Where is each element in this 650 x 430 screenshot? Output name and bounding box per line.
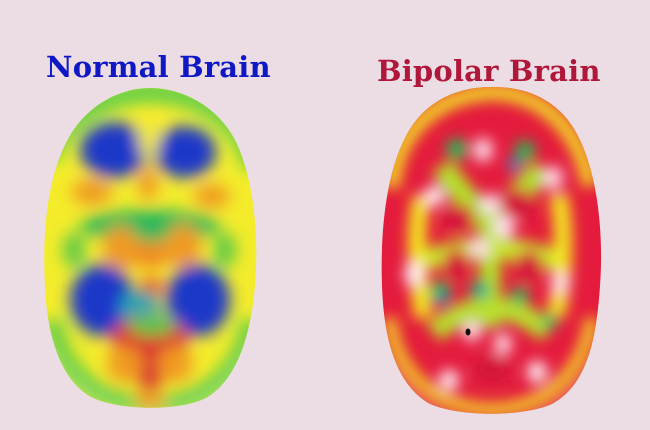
normal-brain-title: Normal Brain <box>46 50 271 84</box>
bipolar-brain-pet-scan <box>381 86 602 414</box>
normal-brain-pet-scan <box>44 88 257 408</box>
bipolar-brain-title: Bipolar Brain <box>377 54 601 88</box>
